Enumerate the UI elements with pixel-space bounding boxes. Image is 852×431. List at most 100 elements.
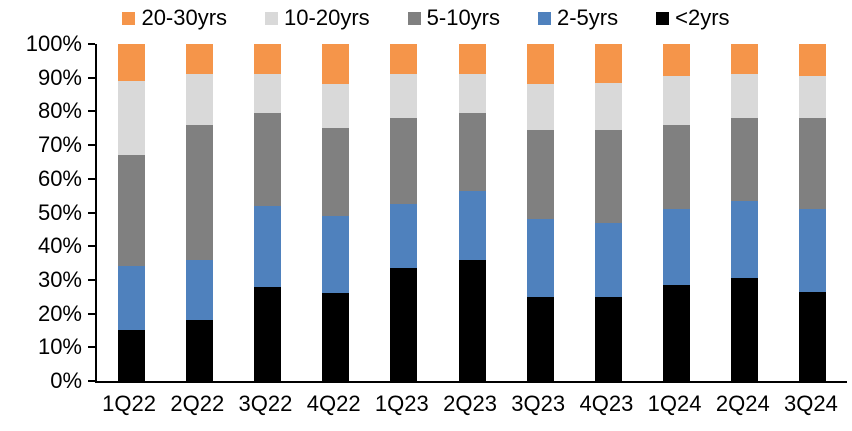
x-axis-tick-label: 3Q22 (238, 391, 293, 416)
x-axis-tick-label: 2Q22 (170, 391, 225, 416)
stacked-bar (117, 44, 145, 381)
bar-segment (322, 293, 350, 381)
y-axis-tick-mark (88, 278, 95, 281)
stacked-bar (526, 44, 554, 381)
y-axis-tick-label: 60% (37, 165, 82, 191)
y-axis-tick-mark (88, 177, 95, 180)
bar-segment (594, 129, 622, 223)
x-axis-tick-label: 2Q23 (443, 391, 497, 416)
bar-segment (185, 320, 213, 381)
stacked-bar (799, 44, 827, 381)
bar-slot-3q23 (506, 44, 574, 381)
stacked-bar (390, 44, 418, 381)
bar-segment (594, 44, 622, 83)
bar-segment (731, 44, 759, 75)
stacked-bar (663, 44, 691, 381)
x-axis: 1Q22 2Q22 3Q22 4Q22 1Q23 2Q23 3Q23 4Q23 1Q24 2Q24… (95, 391, 845, 417)
bar-segment (526, 129, 554, 220)
bar-segment (594, 296, 622, 381)
legend-label: 5-10yrs (426, 5, 500, 30)
legend-swatch-icon (265, 11, 279, 25)
bar-segment (663, 44, 691, 76)
y-axis-tick-label: 50% (37, 199, 82, 225)
x-axis-tick-label: 3Q24 (784, 391, 838, 416)
bar-segment (458, 44, 486, 75)
bar-slot-3q22 (233, 44, 301, 381)
bar-segment (185, 44, 213, 75)
bar-segment (253, 113, 281, 206)
bar-segment (526, 44, 554, 85)
bar-segment (322, 44, 350, 85)
y-axis-tick-label: 90% (37, 64, 82, 90)
bar-segment (458, 259, 486, 381)
bar-segment (253, 44, 281, 75)
bar-segment (253, 286, 281, 381)
x-axis-tick-label: 3Q23 (511, 391, 566, 416)
stacked-bar (731, 44, 759, 381)
legend-item: 5-10yrs (407, 5, 500, 31)
bar-segment (594, 82, 622, 130)
stacked-bar (185, 44, 213, 381)
x-axis-tick-label: 4Q22 (306, 391, 361, 416)
y-axis-tick-label: 0% (50, 368, 82, 393)
bar-segment (253, 74, 281, 114)
bar-slot-1q23 (370, 44, 438, 381)
bar-segment (663, 209, 691, 285)
bar-segment (117, 44, 145, 82)
y-axis-tick-label: 30% (37, 266, 82, 292)
y-axis-tick-mark (88, 211, 95, 214)
bar-segment (458, 74, 486, 114)
y-axis-tick-mark (88, 380, 95, 382)
bar-segment (117, 330, 145, 381)
bar-slot-1q22 (97, 44, 165, 381)
x-axis-tick-label: 1Q23 (374, 391, 429, 416)
bar-segment (663, 284, 691, 381)
legend-label: 2-5yrs (557, 5, 619, 30)
bar-segment (185, 259, 213, 321)
y-axis-tick-label: 70% (37, 132, 82, 158)
chart-legend: 20-30yrs 10-20yrs 5-10yrs 2-5yrs <2yrs (0, 5, 852, 31)
bar-slot-2q22 (165, 44, 233, 381)
y-axis-tick-mark (88, 43, 95, 45)
bar-segment (322, 215, 350, 294)
stacked-bar (458, 44, 486, 381)
legend-swatch-icon (656, 11, 670, 25)
x-axis-tick-label: 1Q24 (647, 391, 702, 416)
bar-segment (117, 155, 145, 267)
y-axis-tick-label: 100% (25, 31, 82, 56)
bar-slot-4q23 (574, 44, 642, 381)
bar-slot-2q23 (438, 44, 506, 381)
bar-segment (117, 266, 145, 331)
stacked-bar (594, 44, 622, 381)
bar-segment (799, 44, 827, 76)
x-axis-tick-label: 4Q23 (579, 391, 634, 416)
bar-segment (117, 81, 145, 156)
y-axis-tick-mark (88, 312, 95, 315)
bar-slot-3q24 (779, 44, 847, 381)
y-axis-tick-mark (88, 346, 95, 349)
bar-segment (322, 128, 350, 216)
bar-segment (526, 296, 554, 381)
bar-segment (526, 219, 554, 297)
y-axis-tick-mark (88, 245, 95, 248)
bar-segment (799, 76, 827, 119)
legend-label: 10-20yrs (284, 5, 370, 30)
bar-segment (731, 118, 759, 201)
x-axis-tick-label: 1Q22 (102, 391, 156, 416)
x-axis-tick-label: 2Q24 (715, 391, 770, 416)
legend-swatch-icon (407, 11, 421, 25)
bar-segment (663, 76, 691, 125)
bar-segment (799, 209, 827, 292)
bar-segment (390, 268, 418, 381)
legend-item: 10-20yrs (265, 5, 370, 31)
bar-segment (390, 118, 418, 205)
y-axis-tick-mark (88, 76, 95, 79)
bar-slot-4q22 (302, 44, 370, 381)
stacked-bar (253, 44, 281, 381)
y-axis-tick-label: 80% (37, 98, 82, 124)
legend-swatch-icon (122, 11, 136, 25)
bar-segment (185, 124, 213, 260)
legend-item: 2-5yrs (538, 5, 618, 31)
bar-segment (799, 118, 827, 210)
